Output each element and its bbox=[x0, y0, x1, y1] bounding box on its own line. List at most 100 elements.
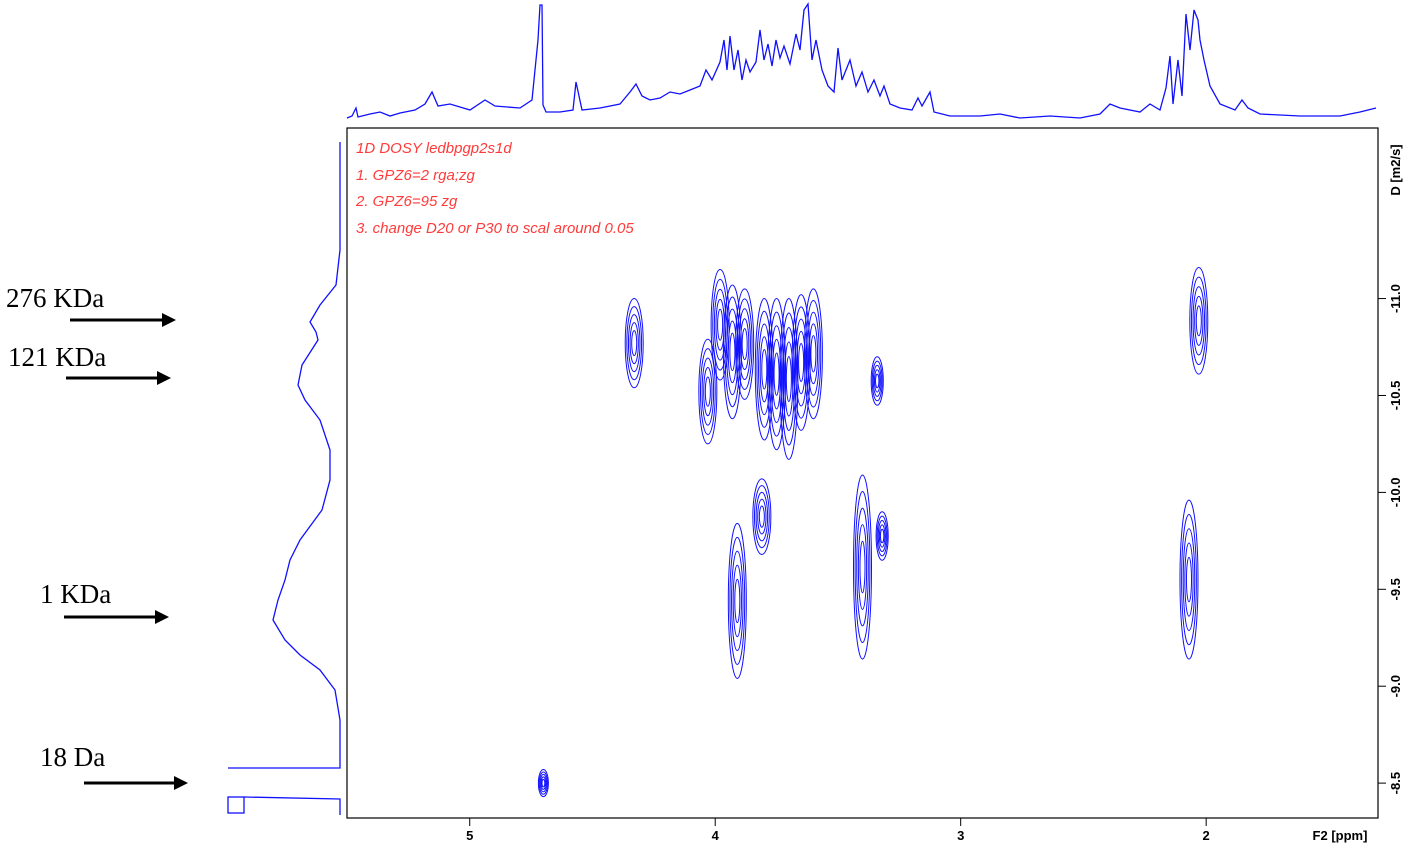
contour bbox=[738, 308, 751, 380]
contour bbox=[873, 369, 881, 393]
contour bbox=[877, 519, 887, 552]
annotation: 1D DOSY ledbpgp2s1d bbox=[356, 140, 512, 157]
y-tick-label: -9.0 bbox=[1388, 675, 1403, 697]
contour bbox=[736, 298, 753, 390]
peak bbox=[727, 522, 747, 679]
contour bbox=[785, 355, 792, 403]
peak bbox=[754, 298, 774, 441]
contour bbox=[879, 528, 885, 544]
contour bbox=[724, 296, 741, 408]
contour bbox=[1190, 276, 1207, 366]
annotation: 2. GPZ6=95 zg bbox=[355, 193, 458, 210]
contour bbox=[735, 288, 755, 400]
peak bbox=[767, 298, 787, 451]
x-tick-label: 2 bbox=[1203, 828, 1210, 843]
contour bbox=[710, 268, 730, 381]
contour bbox=[539, 773, 548, 793]
contour bbox=[704, 376, 711, 407]
top-projection bbox=[346, 2, 1377, 119]
contour bbox=[770, 325, 783, 424]
side-label: 121 KDa bbox=[8, 342, 106, 372]
contour bbox=[629, 322, 639, 365]
x-tick-label: 3 bbox=[957, 828, 964, 843]
contour bbox=[870, 356, 884, 406]
contour bbox=[624, 298, 644, 389]
contour bbox=[767, 298, 787, 451]
y-tick-label: -10.5 bbox=[1388, 381, 1403, 411]
peak bbox=[803, 288, 823, 420]
contour bbox=[773, 352, 780, 396]
contour bbox=[793, 306, 810, 419]
contour bbox=[1195, 305, 1202, 337]
contour bbox=[759, 336, 769, 403]
contour bbox=[1194, 295, 1204, 346]
contour bbox=[717, 308, 724, 341]
peak bbox=[698, 338, 718, 445]
peak bbox=[853, 474, 872, 660]
contour bbox=[756, 310, 773, 428]
contour bbox=[854, 491, 871, 643]
peak bbox=[710, 268, 730, 381]
contour bbox=[740, 318, 750, 371]
contour bbox=[731, 550, 744, 652]
peak bbox=[735, 288, 755, 400]
contour bbox=[875, 373, 880, 389]
contour bbox=[741, 328, 748, 361]
x-tick-label: 4 bbox=[712, 828, 720, 843]
peak bbox=[875, 511, 889, 561]
contour bbox=[755, 491, 769, 542]
peak bbox=[722, 284, 742, 420]
x-tick-label: 5 bbox=[466, 828, 473, 843]
contour bbox=[796, 330, 806, 395]
contour bbox=[729, 536, 746, 665]
contour bbox=[701, 357, 715, 426]
y-tick-label: -8.5 bbox=[1388, 772, 1403, 794]
contour bbox=[758, 505, 765, 528]
peak bbox=[537, 769, 549, 798]
side-label: 276 KDa bbox=[6, 283, 104, 313]
peak bbox=[1179, 499, 1199, 660]
contour bbox=[808, 323, 819, 385]
contour bbox=[782, 327, 796, 431]
contour bbox=[537, 769, 549, 798]
contour bbox=[753, 485, 770, 549]
contour bbox=[784, 341, 794, 417]
contour bbox=[727, 320, 738, 384]
side-label: 18 Da bbox=[40, 742, 105, 772]
contour bbox=[703, 367, 713, 417]
contour bbox=[876, 515, 888, 557]
contour bbox=[859, 540, 866, 594]
y-tick-label: -11.0 bbox=[1388, 284, 1403, 313]
y-axis-label: D [m2/s] bbox=[1388, 144, 1403, 195]
marker-box bbox=[227, 796, 245, 814]
x-axis-label: F2 [ppm] bbox=[1313, 828, 1368, 843]
contour bbox=[856, 507, 869, 627]
arrows bbox=[64, 313, 188, 790]
plot-frame bbox=[346, 127, 1379, 819]
contour bbox=[853, 474, 872, 660]
y-tick-label: -10.0 bbox=[1388, 478, 1403, 508]
contour bbox=[626, 306, 643, 381]
contour bbox=[798, 343, 805, 383]
side-projection bbox=[228, 142, 341, 769]
contour bbox=[761, 348, 768, 390]
peak bbox=[624, 298, 644, 389]
contour bbox=[1192, 286, 1206, 356]
contour bbox=[1189, 267, 1209, 375]
peak bbox=[870, 356, 884, 406]
contour bbox=[758, 323, 771, 416]
contour bbox=[875, 511, 889, 561]
contour bbox=[768, 311, 785, 437]
contour bbox=[627, 314, 641, 373]
contour bbox=[871, 360, 883, 402]
contour bbox=[810, 335, 817, 373]
peak bbox=[791, 294, 811, 431]
contour bbox=[803, 288, 823, 420]
contour bbox=[771, 338, 782, 410]
contour bbox=[722, 284, 742, 420]
contour bbox=[857, 524, 868, 610]
peak bbox=[1189, 267, 1209, 375]
annotation: 1. GPZ6=2 rga;zg bbox=[356, 167, 475, 184]
contour bbox=[699, 348, 716, 436]
